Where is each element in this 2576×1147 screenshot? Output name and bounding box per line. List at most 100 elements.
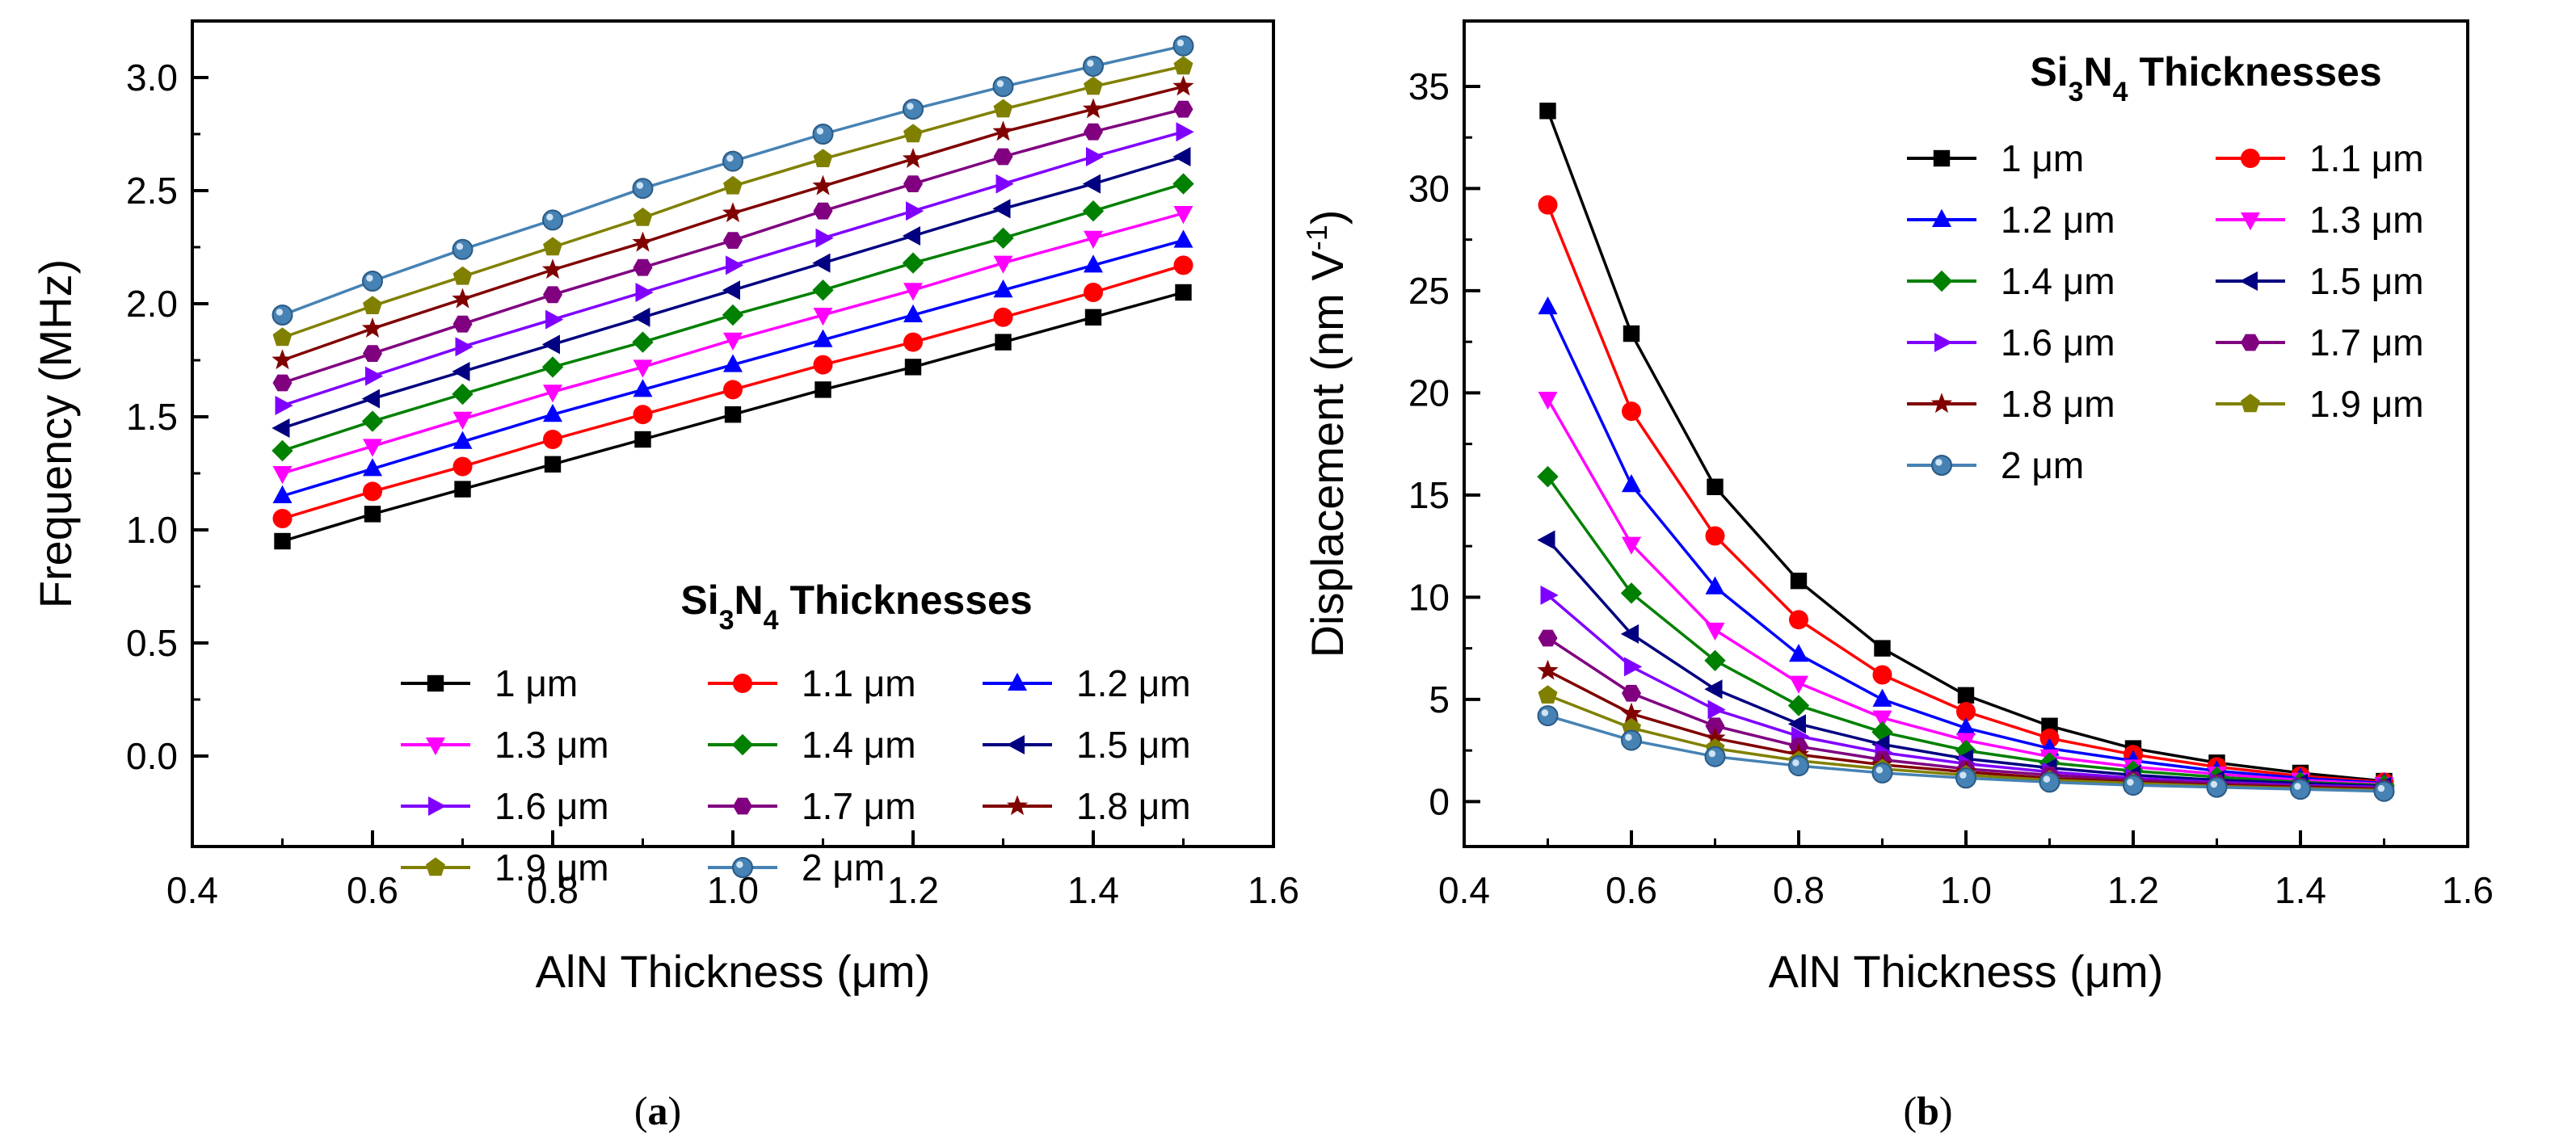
legend-marker xyxy=(426,857,445,876)
data-point-highlight xyxy=(366,275,373,282)
legend-label: 1.3 μm xyxy=(2309,199,2424,241)
y-tick-label: 30 xyxy=(1408,167,1450,209)
y-tick-label: 1.5 xyxy=(126,396,178,438)
legend-item: 1.9 μm xyxy=(401,847,609,889)
series-line xyxy=(281,65,1184,339)
data-point-highlight xyxy=(1087,60,1094,67)
data-point xyxy=(632,331,654,353)
data-point xyxy=(722,150,743,172)
data-point xyxy=(2039,771,2060,793)
legend-item: 1.4 μm xyxy=(708,724,916,766)
legend-marker xyxy=(1930,393,1953,414)
series-6 xyxy=(1537,530,2392,796)
legend-marker xyxy=(1934,333,1953,352)
legend-marker xyxy=(2241,149,2260,168)
data-point xyxy=(543,404,562,422)
data-point xyxy=(634,431,651,448)
legend-item: 1.4 μm xyxy=(1907,260,2115,302)
data-point xyxy=(275,396,293,415)
legend-label: 1.1 μm xyxy=(2309,137,2424,179)
legend-marker xyxy=(2241,393,2260,413)
series-11 xyxy=(1537,705,2395,802)
data-point xyxy=(272,485,293,503)
data-point xyxy=(1621,729,1642,751)
x-axis: 0.4 0.6 0.8 1.0 1.2 1.4 1.6 xyxy=(166,830,1299,911)
data-point-highlight xyxy=(2377,784,2385,792)
data-point xyxy=(722,202,744,223)
legend: Si3N4 Thicknesses 1 μm 1.1 μm 1.2 μm 1.3 μm 1… xyxy=(1907,49,2424,486)
legend-item: 1.8 μm xyxy=(983,785,1191,827)
data-point xyxy=(1082,174,1101,194)
y-axis: 0 5 10 15 20 25 30 35 xyxy=(1408,65,1480,822)
data-point xyxy=(361,317,384,338)
series-4 xyxy=(1538,391,2394,796)
legend-label: 1.2 μm xyxy=(2001,199,2115,241)
data-point xyxy=(815,228,834,248)
data-point xyxy=(541,258,564,279)
legend-marker-highlight xyxy=(736,861,743,868)
data-point xyxy=(541,334,560,355)
data-point-highlight xyxy=(2043,775,2051,783)
legend-item: 1.6 μm xyxy=(1907,321,2115,363)
legend-item: 1 μm xyxy=(401,662,578,704)
data-point xyxy=(1173,100,1193,118)
data-point xyxy=(992,199,1011,219)
data-point xyxy=(363,345,382,362)
data-point xyxy=(1172,147,1191,166)
x-tick-label: 1.6 xyxy=(1248,869,1299,911)
data-point xyxy=(812,253,831,273)
data-point-highlight xyxy=(1541,709,1549,716)
legend-item: 1.5 μm xyxy=(2216,260,2424,302)
data-point xyxy=(363,296,382,314)
chart-panel-b: 0.4 0.6 0.8 1.0 1.2 1.4 1.6 0 5 10 15 20 25 30 35 AlN T… xyxy=(1300,19,2494,1133)
data-point xyxy=(542,209,563,231)
data-point xyxy=(452,315,473,333)
legend-item: 1.5 μm xyxy=(983,724,1191,766)
series-9 xyxy=(271,75,1194,370)
data-point xyxy=(271,349,293,370)
data-point xyxy=(271,305,293,326)
data-point xyxy=(1539,103,1556,120)
legend-marker xyxy=(1006,735,1025,754)
data-point xyxy=(903,175,923,192)
data-point xyxy=(1537,465,1559,488)
data-point xyxy=(362,271,383,292)
data-point xyxy=(1790,572,1808,590)
data-point-highlight xyxy=(1625,733,1632,742)
data-point xyxy=(906,201,924,221)
y-tick-label: 20 xyxy=(1408,372,1450,414)
legend-label: 1.4 μm xyxy=(2001,260,2115,302)
data-point-highlight xyxy=(816,128,824,135)
data-point xyxy=(1789,644,1808,662)
data-point xyxy=(632,307,650,327)
series-2 xyxy=(1538,195,2394,792)
data-point xyxy=(633,258,653,276)
data-point xyxy=(452,362,470,381)
data-point xyxy=(992,120,1014,141)
data-point xyxy=(1707,700,1726,720)
data-point xyxy=(1872,665,1892,685)
data-point xyxy=(1872,710,1892,729)
data-point xyxy=(1787,714,1806,734)
series-11 xyxy=(271,35,1194,326)
data-point xyxy=(1704,679,1723,700)
data-point xyxy=(1172,75,1194,96)
legend-item: 1.9 μm xyxy=(2216,383,2424,425)
data-point xyxy=(1173,206,1193,225)
data-point xyxy=(724,406,742,423)
legend-label: 1.9 μm xyxy=(2309,383,2424,425)
data-point xyxy=(1082,98,1105,119)
data-point xyxy=(1624,657,1643,677)
legend-label: 1.5 μm xyxy=(1076,724,1191,766)
data-point xyxy=(812,124,834,145)
legend-item: 1.7 μm xyxy=(708,785,916,827)
legend-marker xyxy=(426,737,445,756)
legend-marker xyxy=(1933,149,1951,167)
data-point xyxy=(632,231,654,252)
data-point xyxy=(1084,283,1103,302)
data-point xyxy=(1084,76,1103,95)
data-point xyxy=(1537,659,1559,680)
y-tick-label: 0 xyxy=(1429,780,1450,822)
data-point xyxy=(812,279,834,301)
data-point-highlight xyxy=(1959,771,1967,779)
